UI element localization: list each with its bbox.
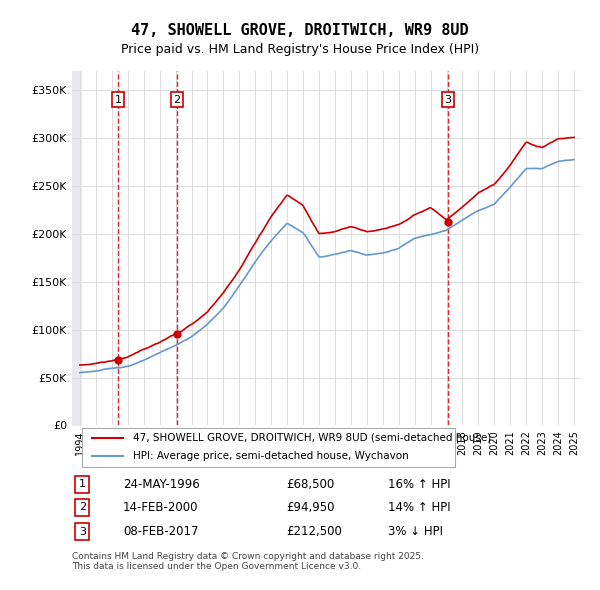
Text: 2: 2: [79, 502, 86, 512]
Text: 47, SHOWELL GROVE, DROITWICH, WR9 8UD (semi-detached house): 47, SHOWELL GROVE, DROITWICH, WR9 8UD (s…: [133, 432, 491, 442]
Text: 14% ↑ HPI: 14% ↑ HPI: [388, 501, 451, 514]
Text: Price paid vs. HM Land Registry's House Price Index (HPI): Price paid vs. HM Land Registry's House …: [121, 43, 479, 56]
Text: 3: 3: [79, 527, 86, 537]
Text: 3% ↓ HPI: 3% ↓ HPI: [388, 525, 443, 538]
Text: 16% ↑ HPI: 16% ↑ HPI: [388, 478, 451, 491]
Text: £94,950: £94,950: [286, 501, 335, 514]
Text: £212,500: £212,500: [286, 525, 342, 538]
Text: 2: 2: [173, 94, 181, 104]
FancyBboxPatch shape: [82, 428, 455, 467]
Text: HPI: Average price, semi-detached house, Wychavon: HPI: Average price, semi-detached house,…: [133, 451, 409, 461]
Bar: [72, 71, 81, 425]
Text: 08-FEB-2017: 08-FEB-2017: [123, 525, 199, 538]
Text: 24-MAY-1996: 24-MAY-1996: [123, 478, 200, 491]
Text: 14-FEB-2000: 14-FEB-2000: [123, 501, 199, 514]
Text: 47, SHOWELL GROVE, DROITWICH, WR9 8UD: 47, SHOWELL GROVE, DROITWICH, WR9 8UD: [131, 24, 469, 38]
Text: £68,500: £68,500: [286, 478, 334, 491]
Text: 1: 1: [115, 94, 122, 104]
Text: 3: 3: [445, 94, 452, 104]
Text: Contains HM Land Registry data © Crown copyright and database right 2025.
This d: Contains HM Land Registry data © Crown c…: [72, 552, 424, 571]
Text: 1: 1: [79, 479, 86, 489]
